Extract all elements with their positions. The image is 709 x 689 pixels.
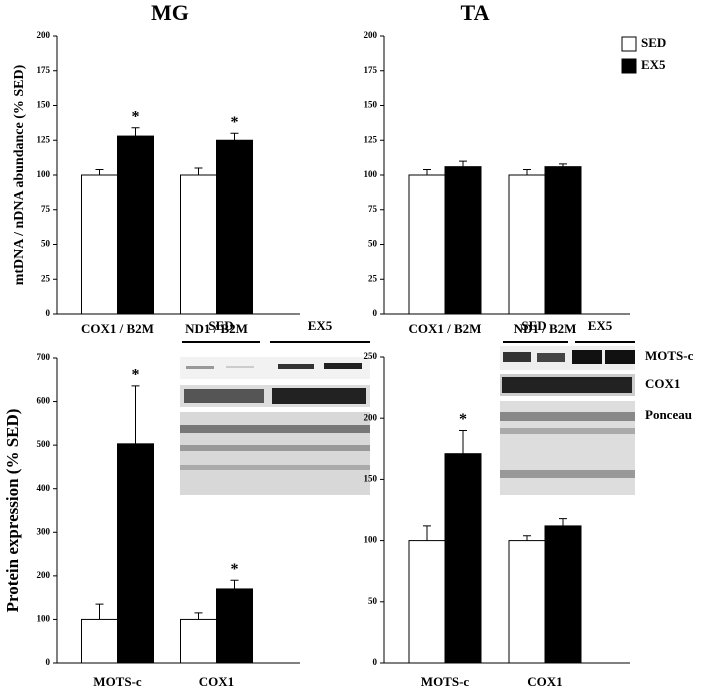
bar: [408, 540, 446, 664]
y-tick-label: 300: [37, 526, 51, 536]
blot-group-label: EX5: [588, 318, 613, 333]
y-tick-label: 500: [37, 439, 51, 449]
error-bar: [423, 525, 431, 541]
error-bar: [131, 385, 140, 444]
blot-group-label: SED: [208, 318, 233, 333]
bar: [508, 174, 546, 315]
legend-swatch: [621, 36, 637, 52]
y-tick-label: 0: [46, 308, 51, 318]
legend-label: SED: [641, 35, 666, 50]
error-bar: [95, 603, 104, 620]
y-tick-label: 75: [41, 204, 51, 214]
y-tick-label: 250: [364, 351, 378, 361]
legend-label: EX5: [641, 57, 666, 72]
significance-marker: *: [231, 114, 239, 131]
y-tick-label: 0: [373, 657, 378, 667]
significance-marker: *: [132, 108, 140, 125]
bar: [216, 588, 253, 664]
error-bar: [95, 168, 104, 175]
x-tick-label: COX1: [199, 674, 234, 689]
significance-marker: *: [132, 367, 140, 384]
y-tick-label: 100: [364, 535, 378, 545]
x-tick-label: MOTS-c: [93, 674, 142, 689]
blot-row-label: COX1: [645, 376, 680, 391]
x-tick-label: COX1: [527, 674, 562, 689]
y-tick-label: 175: [37, 65, 51, 75]
y-tick-label: 100: [364, 169, 378, 179]
chart-title: MG: [151, 0, 189, 25]
error-bar: [523, 168, 531, 175]
y-tick-label: 200: [364, 30, 378, 40]
x-tick-label: ND1 / B2M: [185, 321, 248, 336]
error-bar: [194, 612, 203, 620]
y-tick-label: 200: [364, 412, 378, 422]
y-tick-label: 400: [37, 483, 51, 493]
bar: [117, 135, 154, 315]
y-tick-label: 0: [46, 657, 51, 667]
error-bar: [523, 535, 531, 541]
y-tick-label: 200: [37, 30, 51, 40]
y-tick-label: 75: [368, 204, 378, 214]
y-tick-label: 50: [41, 239, 51, 249]
bar: [408, 174, 446, 315]
y-axis-label: mtDNA / nDNA abundance (% SED): [12, 64, 27, 285]
y-tick-label: 25: [41, 273, 51, 283]
x-tick-label: ND1 / B2M: [514, 321, 577, 336]
bar: [444, 453, 482, 664]
error-bar: [131, 127, 140, 137]
error-bar: [459, 429, 467, 454]
y-tick-label: 125: [37, 134, 51, 144]
y-tick-label: 150: [37, 100, 51, 110]
blot-left: [180, 341, 370, 495]
y-tick-label: 100: [37, 169, 51, 179]
y-tick-label: 150: [364, 473, 378, 483]
bar: [444, 166, 482, 315]
y-tick-label: 0: [373, 308, 378, 318]
y-tick-label: 100: [37, 613, 51, 623]
bar: [216, 139, 253, 315]
y-tick-label: 700: [37, 352, 51, 362]
bar: [117, 443, 154, 664]
blot-right: [500, 341, 635, 495]
y-tick-label: 125: [364, 134, 378, 144]
error-bar: [559, 163, 567, 167]
y-tick-label: 50: [368, 239, 378, 249]
error-bar: [423, 168, 431, 175]
error-bar: [230, 579, 239, 589]
significance-marker: *: [459, 411, 467, 428]
blot-row-label: Ponceau: [645, 407, 692, 422]
significance-marker: *: [231, 561, 239, 578]
y-tick-label: 175: [364, 65, 378, 75]
bar: [544, 525, 582, 664]
y-tick-label: 200: [37, 570, 51, 580]
bar: [508, 540, 546, 664]
error-bar: [230, 132, 239, 141]
bar: [180, 174, 217, 315]
x-tick-label: COX1 / B2M: [409, 321, 482, 336]
bar: [544, 166, 582, 315]
error-bar: [194, 167, 203, 175]
y-axis-label: Protein expression (% SED): [3, 409, 22, 613]
legend-swatch: [621, 58, 637, 74]
y-tick-label: 600: [37, 396, 51, 406]
chart-title: TA: [461, 0, 490, 25]
blot-group-label: EX5: [308, 318, 333, 333]
x-tick-label: MOTS-c: [421, 674, 470, 689]
bar: [81, 618, 118, 664]
blot-group-label: SED: [521, 318, 546, 333]
y-tick-label: 50: [368, 596, 378, 606]
error-bar: [559, 518, 567, 526]
y-tick-label: 150: [364, 100, 378, 110]
error-bar: [459, 160, 467, 167]
bar: [180, 618, 217, 664]
y-tick-label: 25: [368, 273, 378, 283]
bar: [81, 174, 118, 315]
x-tick-label: COX1 / B2M: [81, 321, 154, 336]
blot-row-label: MOTS-c: [645, 348, 694, 363]
